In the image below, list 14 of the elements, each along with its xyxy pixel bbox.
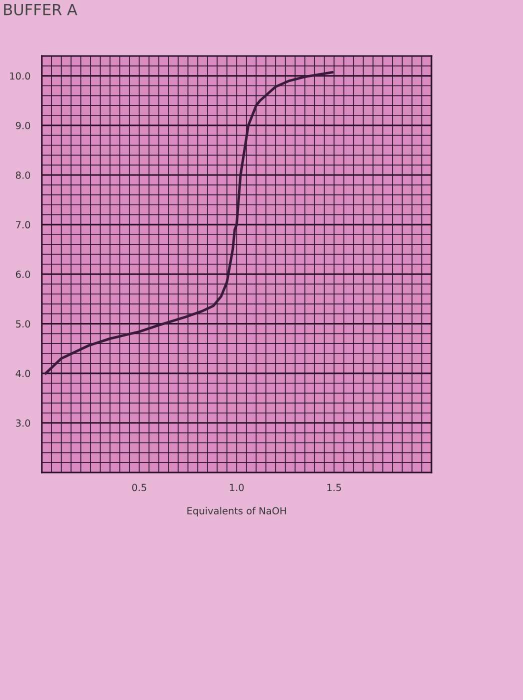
x-tick-label: 1.0 (230, 484, 244, 492)
y-tick-label: 10.0 (10, 72, 30, 80)
y-tick-label: 3.0 (16, 419, 30, 427)
y-tick-label: 4.0 (16, 370, 30, 378)
chart-title: BUFFER A (4, 4, 78, 16)
y-tick-label: 6.0 (16, 270, 30, 278)
x-tick-label: 1.5 (327, 484, 341, 492)
y-tick-label: 7.0 (16, 221, 30, 228)
x-axis-title: Equivalents of NaOH (187, 506, 286, 516)
x-tick-label: 0.5 (132, 484, 146, 492)
y-tick-label: 9.0 (16, 122, 30, 130)
y-tick-label: 8.0 (16, 171, 30, 179)
line-series (44, 71, 334, 375)
y-tick-label: 5.0 (16, 320, 30, 328)
